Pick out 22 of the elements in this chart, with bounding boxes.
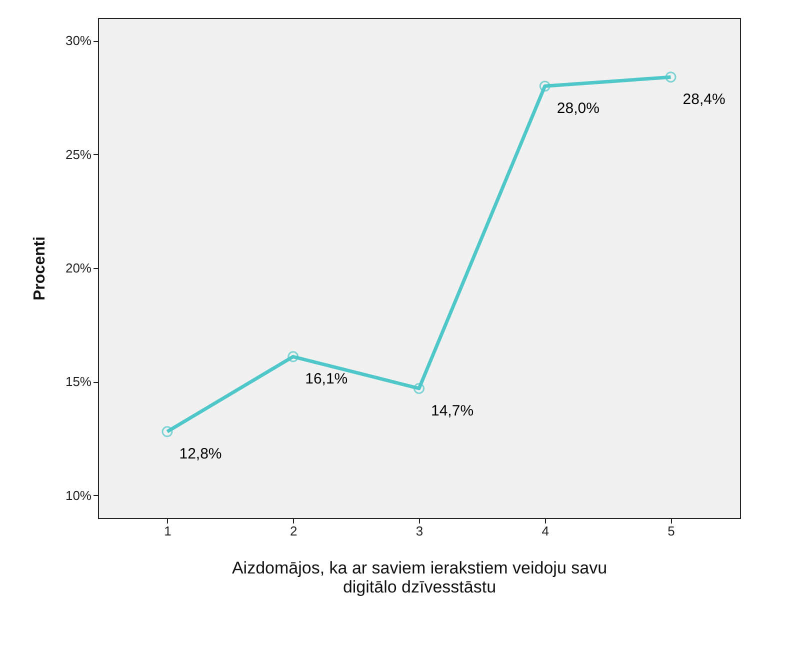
y-tick-label: 25% [65, 146, 92, 162]
x-tick-label: 4 [542, 524, 549, 538]
point [162, 426, 173, 438]
y-tick-label: 15% [65, 374, 92, 390]
point [288, 351, 299, 362]
x-tick-label: 5 [668, 524, 675, 538]
point [414, 382, 424, 394]
data-label: 14,7% [431, 402, 474, 420]
data-label: 28,0% [556, 100, 600, 118]
point [539, 80, 550, 92]
data-label: 28,4% [682, 91, 726, 108]
data-label: 12,8% [179, 446, 222, 463]
y-tick-label: 20% [65, 260, 92, 276]
y-tick-label: 30% [65, 33, 92, 48]
x-tick-label: 1 [164, 524, 172, 538]
x-tick-label: 3 [416, 524, 424, 538]
x-tick-label: 2 [290, 524, 298, 538]
y-axis-title: Procenti [31, 236, 48, 301]
data-label: 16,1% [305, 370, 348, 388]
x-axis-title: Aizdomājos, ka ar saviem ierakstiem veidoju savu digitālo dzīvesstāstu [232, 558, 608, 596]
point [665, 72, 676, 83]
y-tick-label: 10% [65, 488, 92, 503]
